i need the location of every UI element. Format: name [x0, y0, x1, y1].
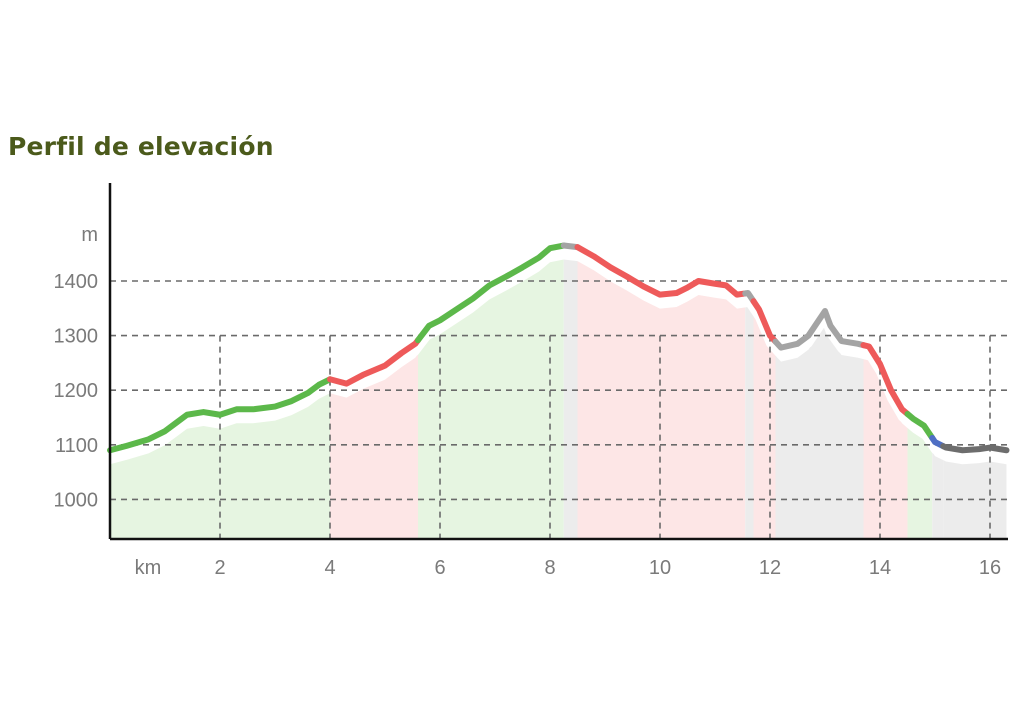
y-axis-unit-label: m: [81, 224, 98, 246]
profile-halo: [108, 249, 1008, 463]
segment-fill-9: [907, 427, 933, 539]
segment-fill-3: [563, 259, 578, 539]
profile-segment-grey-7: [772, 308, 867, 351]
y-tick-label-1200: 1200: [54, 380, 99, 402]
profile-segment-green-9: [904, 410, 936, 441]
terrain-fills: [108, 249, 1008, 539]
x-tick-label-16: 16: [979, 557, 1001, 579]
segment-fill-4: [577, 261, 746, 539]
chart-title: Perfil de elevación: [8, 132, 274, 161]
y-tick-label-1000: 1000: [54, 489, 99, 511]
tick-labels: 1000 1100 1200 1300 1400 m 2 4 6 8 10 12 14 16 km: [54, 224, 1002, 579]
profile-line: [107, 242, 1010, 454]
profile-segment-dark-11: [940, 443, 1010, 454]
x-tick-label-14: 14: [869, 557, 891, 579]
x-tick-label-4: 4: [324, 557, 335, 579]
segment-fill-11: [943, 460, 1007, 539]
segment-fill-5: [745, 307, 754, 539]
profile-segment-grey-5: [742, 290, 757, 305]
y-tick-label-1100: 1100: [55, 435, 98, 457]
segment-fill-7: [775, 325, 864, 539]
profile-segment-red-8: [860, 342, 911, 417]
x-tick-label-8: 8: [544, 557, 555, 579]
profile-segment-red-1: [327, 337, 421, 387]
x-tick-label-6: 6: [434, 557, 445, 579]
segment-fill-0: [110, 393, 330, 539]
x-axis-unit-label: km: [135, 557, 162, 579]
y-tick-label-1400: 1400: [54, 271, 99, 293]
axes: [108, 183, 1008, 541]
x-tick-label-12: 12: [759, 557, 781, 579]
profile-segment-green-2: [415, 242, 567, 344]
profile-segment-red-4: [574, 244, 749, 298]
profile-segment-green-0: [107, 376, 333, 454]
segment-fill-1: [330, 354, 418, 539]
segment-fill-2: [418, 259, 564, 539]
x-tick-label-2: 2: [214, 557, 225, 579]
y-tick-label-1300: 1300: [54, 326, 99, 348]
profile-segment-blue-10: [929, 434, 947, 450]
segment-fill-10: [932, 451, 944, 539]
profile-segment-red-6: [750, 298, 779, 345]
x-tick-label-10: 10: [649, 557, 671, 579]
segment-fill-8: [863, 359, 908, 539]
